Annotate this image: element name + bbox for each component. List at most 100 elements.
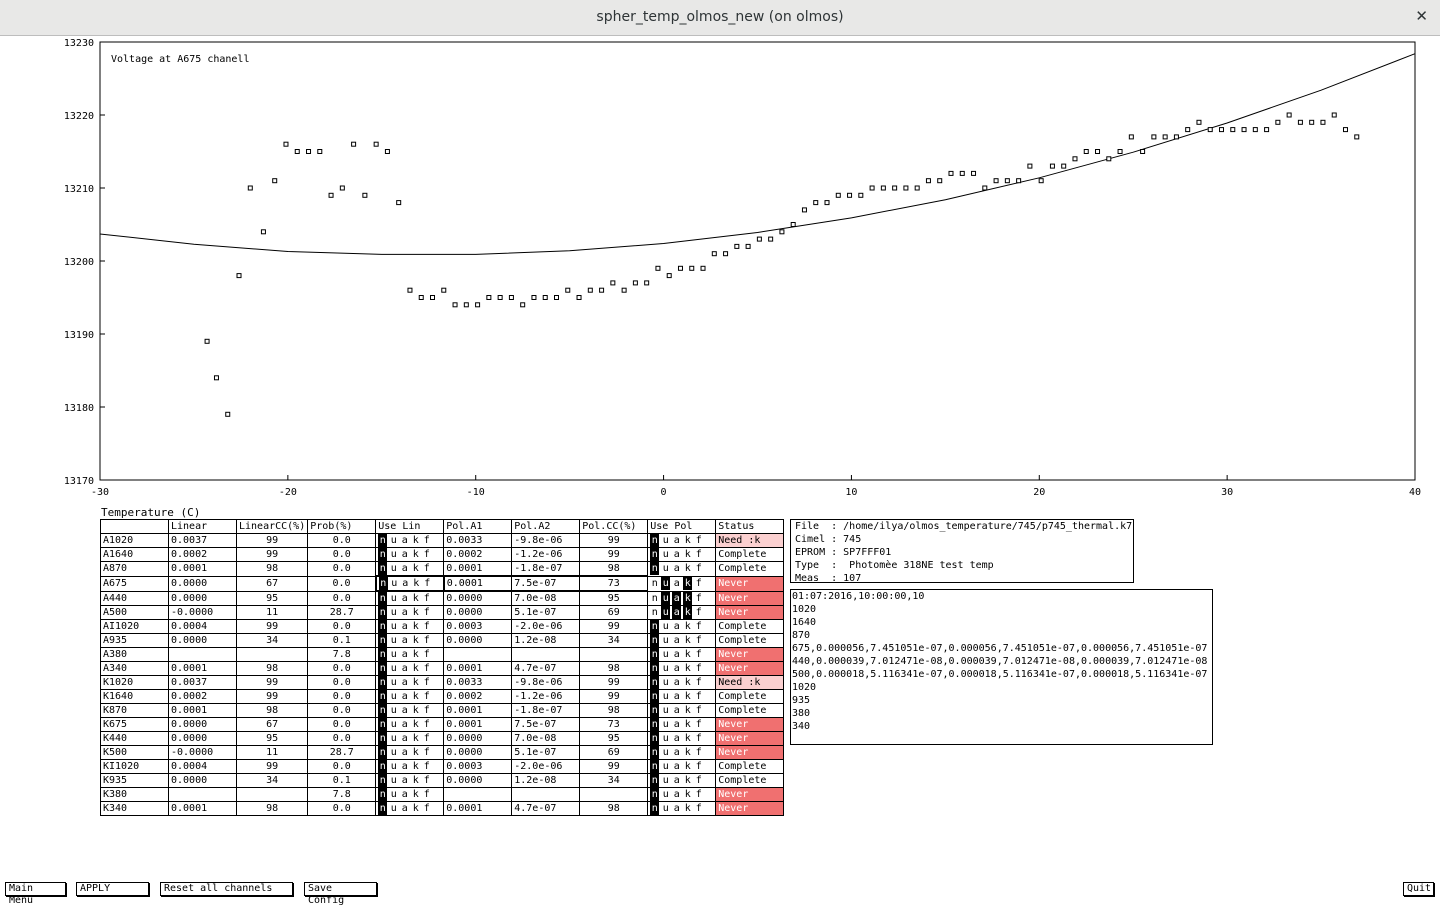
flag-k-toggle[interactable]: k: [412, 733, 419, 744]
flag-u-toggle[interactable]: u: [390, 535, 397, 546]
flag-a-toggle[interactable]: a: [673, 789, 680, 800]
flag-k-toggle[interactable]: k: [684, 635, 691, 646]
flag-a-toggle[interactable]: a: [401, 593, 408, 604]
flag-a-toggle[interactable]: a: [401, 747, 408, 758]
flag-k-toggle[interactable]: k: [412, 635, 419, 646]
flag-k-toggle[interactable]: k: [412, 789, 419, 800]
flag-a-toggle[interactable]: a: [672, 591, 682, 605]
flag-f-toggle[interactable]: f: [423, 719, 430, 730]
flag-a-toggle[interactable]: a: [401, 563, 408, 574]
flag-f-toggle[interactable]: f: [695, 535, 702, 546]
flag-a-toggle[interactable]: a: [401, 789, 408, 800]
flag-k-toggle[interactable]: k: [684, 677, 691, 688]
flag-a-toggle[interactable]: a: [673, 775, 680, 786]
flag-n-toggle[interactable]: n: [650, 662, 660, 675]
flag-n-toggle[interactable]: n: [378, 676, 388, 689]
flag-k-toggle[interactable]: k: [412, 775, 419, 786]
flag-a-toggle[interactable]: a: [673, 535, 680, 546]
close-icon[interactable]: ✕: [1415, 7, 1428, 25]
flag-a-toggle[interactable]: a: [401, 691, 408, 702]
flag-f-toggle[interactable]: f: [423, 535, 430, 546]
flag-f-toggle[interactable]: f: [423, 677, 430, 688]
flag-f-toggle[interactable]: f: [423, 789, 430, 800]
table-row[interactable]: A340 0.0001 98 0.0 n u a k f 0.0001 4.7e-07 98 n u a k f…: [100, 661, 785, 676]
flag-f-toggle[interactable]: f: [423, 549, 430, 560]
flag-f-toggle[interactable]: f: [695, 549, 702, 560]
flag-a-toggle[interactable]: a: [401, 775, 408, 786]
flag-a-toggle[interactable]: a: [401, 635, 408, 646]
flag-f-toggle[interactable]: f: [695, 677, 702, 688]
flag-u-toggle[interactable]: u: [662, 719, 669, 730]
flag-n-toggle[interactable]: n: [378, 620, 388, 633]
flag-n-toggle[interactable]: n: [378, 562, 388, 575]
flag-f-toggle[interactable]: f: [695, 761, 702, 772]
flag-k-toggle[interactable]: k: [684, 563, 691, 575]
flag-k-toggle[interactable]: k: [412, 563, 419, 574]
flag-u-toggle[interactable]: u: [390, 733, 397, 744]
flag-n-toggle[interactable]: n: [651, 592, 658, 604]
flag-u-toggle[interactable]: u: [662, 635, 669, 646]
flag-u-toggle[interactable]: u: [390, 649, 397, 660]
flag-k-toggle[interactable]: k: [684, 719, 691, 730]
flag-f-toggle[interactable]: f: [695, 592, 702, 604]
flag-f-toggle[interactable]: f: [423, 663, 430, 674]
flag-n-toggle[interactable]: n: [378, 662, 388, 675]
flag-u-toggle[interactable]: u: [390, 747, 397, 758]
flag-k-toggle[interactable]: k: [413, 578, 420, 589]
flag-n-toggle[interactable]: n: [378, 634, 388, 647]
flag-n-toggle[interactable]: n: [650, 732, 660, 745]
flag-u-toggle[interactable]: u: [662, 563, 669, 575]
flag-a-toggle[interactable]: a: [673, 635, 680, 646]
flag-f-toggle[interactable]: f: [695, 789, 702, 800]
flag-a-toggle[interactable]: a: [673, 803, 680, 814]
flag-k-toggle[interactable]: k: [684, 649, 691, 660]
flag-a-toggle[interactable]: a: [401, 621, 408, 632]
flag-f-toggle[interactable]: f: [423, 593, 430, 604]
table-row[interactable]: K500 -0.0000 11 28.7 n u a k f 0.0000 5.1e-07 69 n u a…: [100, 745, 785, 760]
flag-k-toggle[interactable]: k: [684, 761, 691, 772]
flag-n-toggle[interactable]: n: [650, 788, 660, 801]
flag-u-toggle[interactable]: u: [391, 578, 398, 589]
flag-n-toggle[interactable]: n: [650, 620, 660, 633]
table-row[interactable]: AI1020 0.0004 99 0.0 n u a k f 0.0003 -2.0e-06 99 n u…: [100, 619, 785, 634]
flag-a-toggle[interactable]: a: [401, 607, 408, 618]
flag-f-toggle[interactable]: f: [423, 621, 430, 632]
flag-k-toggle[interactable]: k: [683, 577, 693, 590]
flag-u-toggle[interactable]: u: [390, 621, 397, 632]
flag-a-toggle[interactable]: a: [401, 535, 408, 546]
flag-n-toggle[interactable]: n: [651, 578, 658, 589]
flag-a-toggle[interactable]: a: [673, 761, 680, 772]
flag-u-toggle[interactable]: u: [662, 803, 669, 814]
flag-u-toggle[interactable]: u: [390, 761, 397, 772]
flag-n-toggle[interactable]: n: [650, 548, 660, 561]
flag-n-toggle[interactable]: n: [378, 802, 388, 815]
flag-n-toggle[interactable]: n: [650, 718, 660, 731]
flag-k-toggle[interactable]: k: [412, 649, 419, 660]
table-row[interactable]: KI1020 0.0004 99 0.0 n u a k f 0.0003 -2.0e-06 99 n u…: [100, 759, 785, 774]
flag-f-toggle[interactable]: f: [695, 705, 702, 716]
apply-button[interactable]: APPLY: [76, 882, 149, 896]
flag-n-toggle[interactable]: n: [378, 732, 388, 745]
flag-k-toggle[interactable]: k: [412, 663, 419, 674]
table-row[interactable]: K380 7.8 n u a k f n u a k f Never: [100, 787, 785, 802]
flag-n-toggle[interactable]: n: [378, 774, 388, 787]
flag-a-toggle[interactable]: a: [673, 578, 680, 589]
flag-f-toggle[interactable]: f: [423, 733, 430, 744]
